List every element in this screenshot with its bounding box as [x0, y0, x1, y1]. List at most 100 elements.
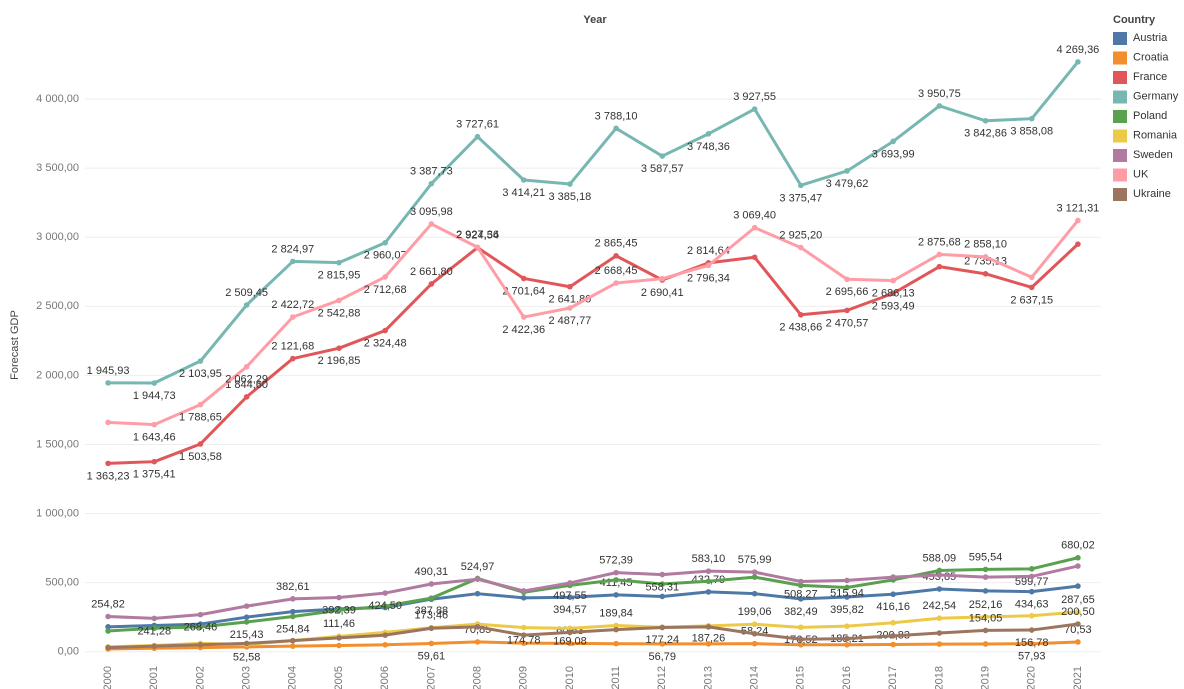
data-point — [659, 275, 666, 282]
data-point — [613, 640, 619, 647]
data-point — [382, 590, 388, 596]
data-point — [567, 181, 573, 187]
data-label: 3 387,73 — [410, 166, 453, 178]
data-point — [290, 643, 296, 649]
x-tick-label: 2006 — [379, 666, 391, 689]
data-point — [798, 624, 804, 631]
y-tick-label: 1 000,00 — [36, 507, 79, 519]
data-point — [243, 614, 250, 620]
data-label: 515,94 — [830, 587, 864, 599]
x-tick-label: 2021 — [1072, 666, 1084, 689]
data-label: 434,63 — [1015, 599, 1049, 611]
data-point — [890, 641, 896, 648]
data-point — [1028, 627, 1035, 633]
data-label: 252,16 — [969, 599, 1003, 611]
data-point — [243, 302, 250, 308]
data-point — [890, 138, 896, 145]
data-point — [613, 577, 619, 583]
data-point — [798, 642, 804, 648]
data-label: 2 686,13 — [872, 288, 915, 300]
data-label: 382,49 — [784, 606, 818, 618]
data-label: 287,65 — [1061, 594, 1095, 606]
data-label: 3 950,75 — [918, 88, 961, 100]
data-point — [659, 624, 666, 631]
data-point — [798, 311, 804, 318]
data-point — [382, 632, 388, 638]
data-point — [613, 253, 619, 259]
data-point — [844, 168, 850, 174]
x-axis-title: Year — [583, 14, 607, 26]
data-label: 1 643,46 — [133, 432, 176, 444]
data-label: 387,88 — [415, 605, 449, 617]
data-label: 2 324,48 — [364, 337, 407, 349]
series-line — [108, 219, 1080, 427]
data-point — [567, 305, 573, 311]
data-point — [243, 363, 250, 370]
legend-swatch — [1113, 129, 1127, 143]
data-point — [151, 615, 158, 622]
data-label: 2 103,95 — [179, 368, 222, 380]
data-point — [290, 258, 296, 265]
data-label: 254,82 — [91, 598, 125, 610]
data-point — [336, 594, 342, 601]
data-point — [428, 180, 435, 187]
data-label: 680,02 — [1061, 540, 1095, 552]
legend-title: Country — [1113, 14, 1156, 26]
data-point — [936, 630, 943, 636]
data-label: 2 470,57 — [826, 317, 869, 329]
legend-swatch — [1113, 149, 1127, 162]
data-label: 392,39 — [322, 604, 356, 616]
data-point — [474, 590, 481, 597]
data-label: 2 637,15 — [1010, 294, 1053, 306]
data-point — [613, 280, 619, 286]
data-label: 177,24 — [645, 634, 679, 646]
data-point — [751, 254, 758, 261]
data-point — [567, 580, 573, 586]
data-point — [520, 314, 527, 320]
data-point — [844, 635, 850, 642]
data-label: 111,46 — [323, 618, 355, 630]
legend-swatch — [1113, 188, 1127, 201]
data-point — [751, 621, 758, 628]
data-label: 3 788,10 — [595, 110, 638, 122]
x-tick-label: 2000 — [102, 666, 114, 689]
data-point — [151, 458, 158, 465]
data-point — [936, 567, 943, 574]
data-point — [751, 106, 758, 112]
data-label: 3 479,62 — [826, 178, 869, 190]
x-tick-label: 2002 — [194, 666, 206, 689]
data-point — [751, 574, 758, 580]
y-tick-label: 4 000,00 — [36, 93, 79, 105]
data-point — [290, 596, 296, 602]
data-label: 57,93 — [1018, 651, 1046, 663]
data-point — [890, 290, 896, 297]
data-point — [936, 641, 943, 647]
legend-label: Romania — [1133, 129, 1178, 141]
data-point — [844, 577, 850, 584]
data-label: 497,55 — [553, 590, 587, 602]
data-point — [567, 594, 573, 600]
data-label: 2 487,77 — [548, 315, 591, 327]
data-label: 2 593,49 — [872, 300, 915, 312]
data-point — [105, 460, 111, 467]
data-label: 2 814,64 — [687, 245, 730, 257]
data-point — [982, 117, 989, 124]
data-point — [705, 589, 712, 595]
data-label: 215,43 — [230, 629, 264, 641]
data-point — [105, 644, 111, 651]
series-line — [108, 564, 1079, 620]
data-label: 382,61 — [276, 581, 310, 593]
data-point — [474, 624, 481, 630]
series-line — [108, 60, 1080, 385]
data-label: 3 095,98 — [410, 206, 453, 218]
data-point — [659, 641, 666, 647]
series-line — [108, 243, 1079, 465]
data-point — [844, 307, 850, 314]
x-tick-label: 2019 — [979, 666, 991, 689]
data-label: 59,61 — [418, 650, 446, 662]
data-label: 187,26 — [692, 633, 726, 645]
data-point — [844, 584, 850, 591]
data-label: 2 062,29 — [225, 374, 268, 386]
data-point — [844, 623, 850, 629]
y-axis-title: Forecast GDP — [9, 310, 21, 380]
